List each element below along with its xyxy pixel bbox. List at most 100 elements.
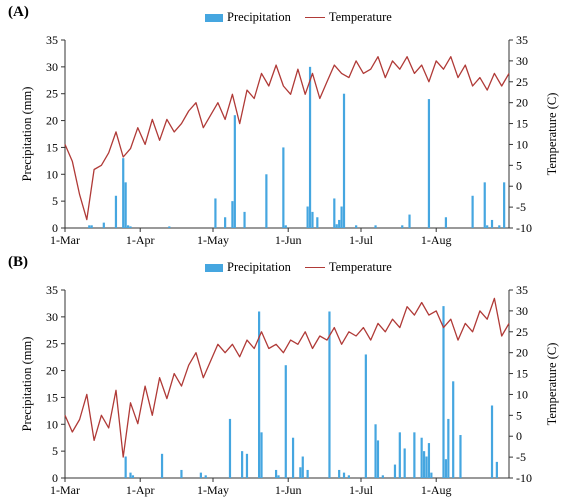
y-tick-label-right: 20	[516, 96, 528, 110]
precipitation-bar	[447, 418, 450, 478]
y-tick-label-left: 5	[52, 194, 58, 208]
precipitation-bar	[102, 222, 105, 228]
legend-label: Precipitation	[227, 260, 291, 274]
chart-panel-b: (B) Precipitation Temperature 0 5 10 15 20 25…	[0, 250, 579, 500]
y-tick-label-left: 5	[52, 444, 58, 458]
precipitation-bar	[413, 432, 416, 478]
y-tick-label-right: 30	[516, 54, 528, 68]
precipitation-bar	[490, 219, 494, 228]
precipitation-bar	[124, 456, 127, 478]
precipitation-bar	[306, 206, 309, 228]
precipitation-bar	[88, 225, 91, 228]
y-axis-title-left: Precipitation (mm)	[20, 337, 34, 432]
y-tick-label-right: -10	[516, 471, 532, 485]
precipitation-bar	[265, 174, 268, 228]
precipitation-bar	[471, 195, 474, 228]
precipitation-bar	[444, 217, 448, 228]
precipitation-bar	[342, 93, 346, 228]
legend-swatch-bar	[205, 13, 223, 22]
x-tick-label: 1-Aug	[421, 233, 452, 247]
precipitation-bar	[316, 217, 319, 228]
precipitation-bar	[420, 437, 423, 478]
legend: Precipitation Temperature	[205, 10, 406, 25]
precipitation-bar	[233, 115, 236, 228]
precipitation-bar	[459, 435, 462, 478]
precipitation-bar	[204, 475, 207, 478]
precipitation-bar	[311, 211, 314, 228]
y-tick-label-left: 10	[46, 417, 58, 431]
precipitation-bar	[490, 405, 494, 478]
precipitation-bar	[328, 311, 331, 478]
x-tick-label: 1-Jul	[349, 483, 374, 497]
precipitation-bar	[338, 219, 341, 228]
precipitation-bar	[284, 365, 287, 478]
y-tick-label-right: 0	[516, 179, 522, 193]
precipitation-bar	[408, 214, 411, 228]
precipitation-bar	[364, 354, 367, 478]
precipitation-bar	[374, 424, 377, 478]
precipitation-bar	[503, 182, 506, 228]
legend: Precipitation Temperature	[205, 260, 406, 275]
precipitation-bar	[427, 99, 431, 228]
legend-item-precipitation: Precipitation	[205, 10, 291, 25]
y-tick-label-right: 0	[516, 429, 522, 443]
precipitation-bar	[90, 225, 93, 228]
y-tick-label-right: 10	[516, 387, 528, 401]
precipitation-bar	[282, 147, 285, 228]
precipitation-bar	[401, 225, 404, 228]
y-tick-label-right: 15	[516, 367, 528, 381]
precipitation-bar	[277, 475, 280, 478]
legend-label: Precipitation	[227, 10, 291, 24]
precipitation-bar	[486, 225, 489, 228]
legend-swatch-bar	[205, 263, 223, 272]
y-tick-label-left: 30	[46, 60, 58, 74]
y-tick-label-left: 20	[46, 364, 58, 378]
precipitation-bar	[160, 453, 164, 478]
precipitation-bar	[180, 469, 183, 478]
precipitation-bar	[333, 198, 336, 228]
y-tick-label-left: 30	[46, 310, 58, 324]
y-tick-label-right: 5	[516, 158, 522, 172]
y-tick-label-right: 10	[516, 137, 528, 151]
precipitation-bar	[398, 432, 401, 478]
precipitation-bar	[129, 472, 132, 478]
x-tick-label: 1-Apr	[126, 233, 155, 247]
x-tick-label: 1-Jul	[349, 233, 374, 247]
y-tick-label-left: 15	[46, 390, 58, 404]
precipitation-bar	[214, 198, 217, 228]
precipitation-bar	[342, 472, 346, 478]
x-tick-label: 1-Mar	[50, 233, 80, 247]
precipitation-bar	[129, 226, 132, 228]
y-tick-label-right: 25	[516, 325, 528, 339]
precipitation-bar	[452, 381, 455, 478]
precipitation-bar	[403, 448, 406, 478]
chart-svg: 0 5 10 15 20 25 30 35 -10 -5 0 5 10 15 20 25 30 35 1-Mar 1-…	[20, 283, 559, 497]
y-tick-label-left: 35	[46, 283, 58, 297]
y-tick-label-right: -5	[516, 450, 526, 464]
x-tick-label: 1-Aug	[421, 483, 452, 497]
y-tick-label-right: 15	[516, 117, 528, 131]
precipitation-bar	[442, 306, 445, 478]
chart-panel-a: (A) Precipitation Temperature 0 5 10 15 20 25…	[8, 4, 559, 247]
precipitation-bar	[430, 472, 433, 478]
chart-svg: 0 5 10 15 20 25 30 35 -10 -5 0 5 10 15 20 25 30 35 1-Mar 1-…	[20, 33, 559, 247]
precipitation-bar	[376, 440, 380, 478]
legend-swatch-line	[304, 267, 325, 268]
precipitation-bar	[483, 182, 486, 228]
precipitation-bar	[228, 418, 232, 478]
y-tick-label-left: 15	[46, 140, 58, 154]
legend-swatch-line	[304, 17, 325, 18]
precipitation-bar	[498, 225, 501, 228]
y-tick-label-left: 0	[52, 221, 58, 235]
precipitation-bar	[284, 225, 287, 228]
precipitation-bar	[347, 475, 350, 478]
precipitation-bar	[444, 459, 448, 478]
y-axis-title-right: Temperature (C)	[545, 93, 559, 176]
x-tick-label: 1-May	[197, 483, 229, 497]
precipitation-bar	[126, 225, 130, 228]
precipitation-bar	[374, 225, 377, 228]
y-tick-label-right: -5	[516, 200, 526, 214]
precipitation-bar	[422, 451, 426, 478]
precipitation-bar	[257, 311, 261, 478]
precipitation-bar	[260, 432, 263, 478]
